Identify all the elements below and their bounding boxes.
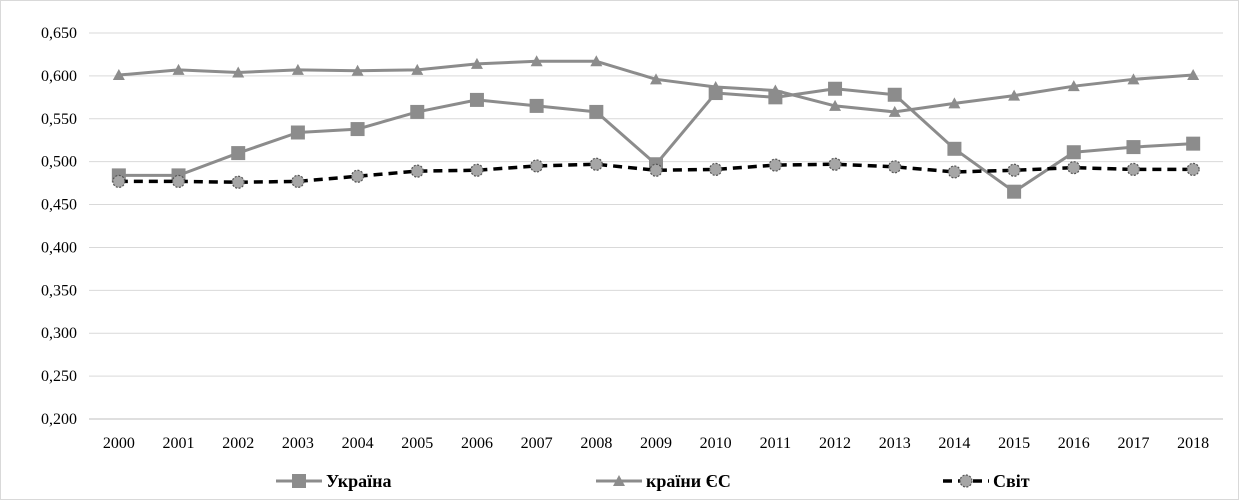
y-tick-label: 0,200 [41,411,77,428]
data-point [112,69,125,81]
x-tick-label: 2004 [342,435,374,452]
data-point [1067,161,1081,175]
data-point [1127,73,1140,85]
x-tick-label: 2013 [879,435,911,452]
data-point [768,90,783,105]
data-point [410,164,424,178]
data-point [232,66,245,78]
x-tick-label: 2008 [580,435,612,452]
data-point [888,160,902,174]
legend-label: країни ЄС [646,471,731,491]
y-tick-label: 0,250 [41,368,77,385]
data-point [768,158,782,172]
data-point [530,159,544,173]
data-point [231,175,245,189]
data-point [888,105,901,117]
x-tick-label: 2007 [521,435,553,452]
data-point [589,104,604,119]
data-point [112,174,126,188]
x-tick-label: 2016 [1058,435,1090,452]
x-tick-label: 2010 [700,435,732,452]
data-point [1187,69,1200,81]
data-point [529,98,544,113]
x-tick-label: 2011 [760,435,791,452]
data-point [947,165,962,179]
x-tick-label: 2009 [640,435,672,452]
data-point [291,174,305,188]
data-point [649,163,663,177]
data-point [590,55,603,67]
legend-label: Україна [326,471,392,491]
legend-marker [613,475,625,486]
y-tick-label: 0,300 [41,325,77,342]
data-point [1007,184,1022,199]
data-point [828,157,842,171]
y-tick-label: 0,400 [41,239,77,256]
x-tick-label: 2003 [282,435,314,452]
data-point [887,87,902,102]
y-tick-label: 0,350 [41,282,77,299]
data-point [1186,162,1200,176]
data-point [650,73,662,85]
data-point [291,63,304,75]
data-point [1126,162,1141,176]
data-point [1067,80,1080,92]
series-line [118,87,1194,194]
x-tick-label: 2012 [819,435,851,452]
series-line [118,59,1194,114]
data-point [829,99,842,111]
x-tick-label: 2001 [163,435,195,452]
data-point [350,169,365,183]
y-tick-label: 0,450 [41,197,77,214]
x-tick-label: 2017 [1117,435,1149,452]
y-tick-label: 0,650 [41,25,77,42]
data-point [1126,140,1141,155]
data-point [469,92,484,107]
data-point [1066,145,1081,160]
x-tick-label: 2006 [461,435,493,452]
x-tick-label: 2014 [938,435,970,452]
data-point [171,174,186,188]
data-point [708,86,723,101]
data-point [589,157,603,171]
data-point [1186,136,1201,151]
data-point [411,63,424,75]
data-point [530,55,543,67]
x-tick-label: 2005 [401,435,433,452]
data-point [351,64,364,76]
legend-marker [959,474,973,488]
data-point [470,163,484,177]
data-point [231,146,246,161]
x-tick-label: 2018 [1177,435,1209,452]
data-point [947,141,962,156]
data-point [172,63,185,75]
y-tick-label: 0,500 [41,154,77,171]
data-point [470,57,483,69]
data-point [1008,89,1021,101]
data-point [948,97,961,109]
data-point [1007,163,1021,177]
data-point [828,81,843,96]
data-point [350,122,365,137]
x-tick-label: 2015 [998,435,1030,452]
x-tick-label: 2002 [222,435,254,452]
y-tick-label: 0,600 [41,68,77,85]
data-point [709,162,723,176]
data-point [290,125,305,140]
x-tick-label: 2000 [103,435,135,452]
legend-marker [292,474,306,488]
y-tick-label: 0,550 [41,111,77,128]
data-point [410,104,425,119]
legend-label: Світ [993,471,1030,491]
